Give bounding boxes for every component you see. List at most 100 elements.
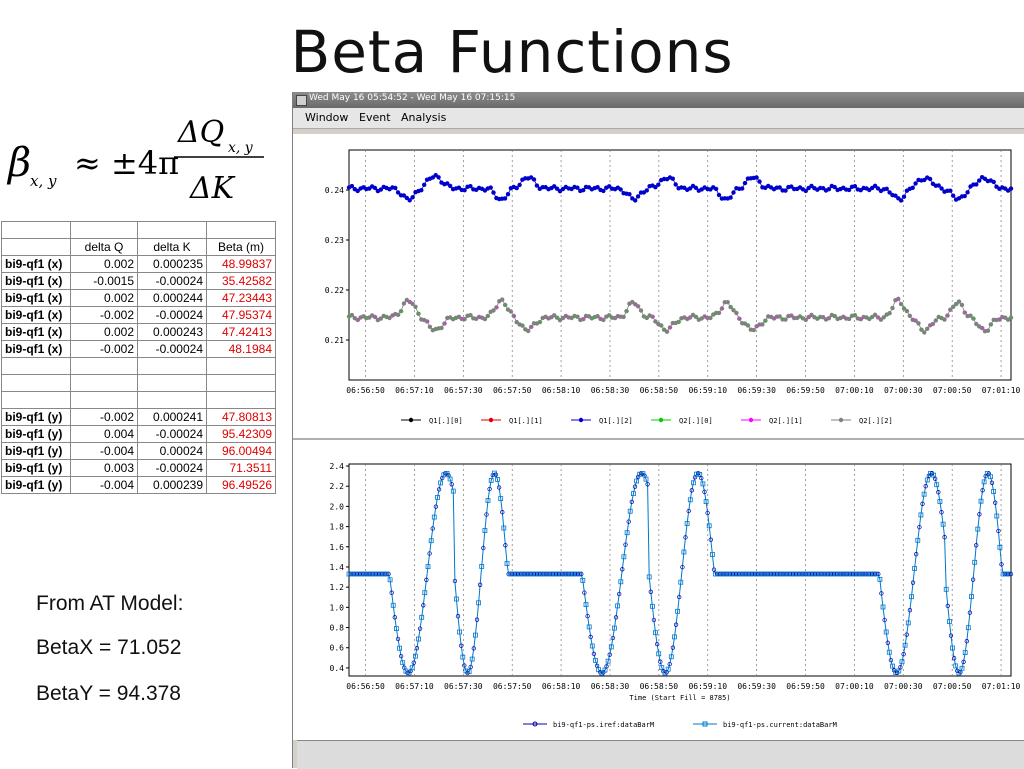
cell-name: bi9-qf1 (y) xyxy=(1,476,71,494)
data-point xyxy=(994,513,1000,519)
data-point xyxy=(886,313,889,316)
data-point xyxy=(577,571,583,577)
data-point xyxy=(826,187,832,192)
data-point xyxy=(716,571,722,577)
data-point xyxy=(890,305,895,311)
status-area xyxy=(297,740,1024,769)
data-point xyxy=(435,495,440,500)
data-point xyxy=(457,629,463,635)
data-point xyxy=(407,198,412,203)
data-point xyxy=(991,179,996,185)
data-point xyxy=(855,571,861,577)
data-point xyxy=(947,619,952,624)
data-point xyxy=(574,314,577,318)
data-point xyxy=(719,571,725,577)
data-point xyxy=(732,571,737,577)
table-row: bi9-qf1 (y) -0.002 0.000241 47.80813 xyxy=(1,408,276,426)
data-point xyxy=(646,574,652,580)
menu-analysis[interactable]: Analysis xyxy=(401,111,447,124)
cell-name: bi9-qf1 (y) xyxy=(1,408,71,426)
x-tick-label: 06:57:30 xyxy=(444,682,483,691)
data-point xyxy=(695,315,699,319)
data-point xyxy=(427,551,432,556)
formula-beta: β xyxy=(6,140,31,186)
data-point xyxy=(428,538,434,544)
data-point xyxy=(898,665,903,670)
data-point xyxy=(610,635,616,641)
data-point xyxy=(425,564,431,569)
data-point xyxy=(548,317,551,320)
y-tick-label: 2.0 xyxy=(330,502,345,511)
window-titlebar[interactable]: Wed May 16 05:54:52 - Wed May 16 07:15:1… xyxy=(293,92,1024,108)
data-point xyxy=(395,636,401,642)
data-point xyxy=(470,313,473,317)
x-tick-label: 06:59:30 xyxy=(737,386,776,395)
cell-delta-k: 0.000239 xyxy=(137,476,207,494)
data-point xyxy=(598,669,603,675)
data-point xyxy=(704,315,707,318)
table-row: bi9-qf1 (x) -0.0015 -0.00024 35.42582 xyxy=(1,272,276,290)
data-point xyxy=(472,632,478,638)
cell-name: bi9-qf1 (x) xyxy=(1,289,71,307)
data-point xyxy=(539,571,545,577)
data-point xyxy=(763,571,769,577)
data-point xyxy=(383,314,386,318)
menu-event[interactable]: Event xyxy=(359,111,391,124)
data-point xyxy=(668,654,674,660)
cell-beta: 35.42582 xyxy=(206,272,276,290)
data-point xyxy=(912,566,917,571)
data-point xyxy=(418,312,421,315)
data-point xyxy=(843,315,846,319)
formula-approx: ≈ ±4π xyxy=(74,144,179,182)
data-point xyxy=(920,501,925,506)
y-tick-label: 0.4 xyxy=(330,664,345,673)
data-point xyxy=(487,486,492,492)
menu-window[interactable]: Window xyxy=(305,111,349,124)
data-point xyxy=(398,653,404,659)
data-point xyxy=(520,571,526,577)
y-tick-label: 1.2 xyxy=(330,583,345,592)
y-tick-label: 2.4 xyxy=(330,462,345,471)
data-point xyxy=(991,489,996,494)
data-point xyxy=(922,330,927,335)
cell-delta-q: -0.004 xyxy=(70,442,138,460)
data-point xyxy=(881,315,886,320)
data-point xyxy=(673,622,679,627)
data-point xyxy=(654,641,660,647)
window-menu-icon[interactable] xyxy=(296,95,307,106)
data-point xyxy=(517,182,522,188)
data-point xyxy=(589,643,595,649)
data-point xyxy=(875,186,881,191)
table-row: bi9-qf1 (y) 0.003 -0.00024 71.3511 xyxy=(1,459,276,477)
data-point xyxy=(447,476,453,482)
legend-marker xyxy=(578,417,584,423)
data-point xyxy=(452,317,456,321)
data-point xyxy=(500,510,505,515)
data-point xyxy=(902,642,908,648)
data-point xyxy=(390,602,396,608)
data-point xyxy=(496,485,502,490)
data-point xyxy=(959,302,965,308)
legend-marker xyxy=(532,721,538,727)
plot-area xyxy=(348,463,1012,677)
data-point xyxy=(649,603,655,609)
data-point xyxy=(754,175,759,180)
table-row-blank xyxy=(1,221,276,239)
data-point xyxy=(754,571,760,577)
cell-delta-q: 0.002 xyxy=(70,255,138,273)
data-point xyxy=(687,186,693,191)
cell-name: bi9-qf1 (y) xyxy=(1,442,71,460)
data-point xyxy=(901,194,907,199)
data-point xyxy=(608,314,612,317)
data-point xyxy=(951,304,956,309)
data-point xyxy=(421,603,426,608)
data-point xyxy=(673,182,678,187)
data-point xyxy=(417,626,423,631)
data-point xyxy=(630,491,636,496)
data-point xyxy=(430,526,435,531)
tune-chart: 06:56:50 06:57:10 06:57:30 06:57:50 06:58:10… xyxy=(325,149,1021,425)
cell-delta-k: 0.000235 xyxy=(137,255,207,273)
data-point xyxy=(882,617,887,623)
y-tick-label: 0.6 xyxy=(330,644,345,653)
data-point xyxy=(1008,186,1014,191)
